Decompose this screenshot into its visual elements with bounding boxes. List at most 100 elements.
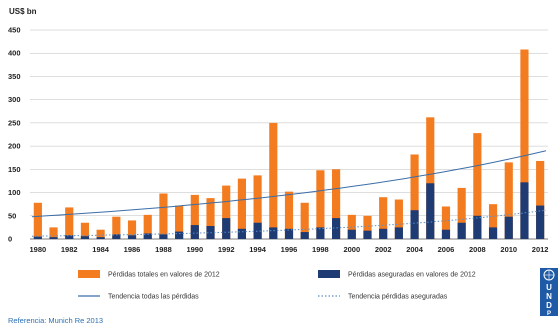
x-tick-label: 2004 [406,245,424,254]
bar-insured-loss [347,229,356,239]
bar-total-loss [536,160,545,239]
bar-total-loss [159,193,168,239]
y-tick-label: 0 [8,235,12,244]
bar-insured-loss [33,236,42,239]
bar-total-loss [520,49,529,239]
x-tick-label: 1994 [249,245,267,254]
bar-total-loss [284,191,294,239]
bar-insured-loss [80,236,90,239]
bar-insured-loss [379,228,388,239]
bar-total-loss [441,206,451,239]
bar-insured-loss [143,233,152,239]
x-tick-label: 1988 [155,245,172,254]
bar-insured-loss [457,222,466,239]
x-tick-label: 1990 [186,245,203,254]
bar-insured-loss [520,182,529,239]
legend-label: Tendencia pérdidas aseguradas [348,294,448,301]
bar-total-loss [112,216,121,239]
bar-insured-loss [316,227,325,239]
bar-insured-loss [49,237,58,239]
bar-insured-loss [112,234,121,239]
trend-line-total [31,150,547,218]
bar-insured-loss [175,231,184,239]
bar-total-loss [49,227,58,239]
bar-total-loss [269,122,278,239]
bar-insured-loss [237,228,246,239]
bar-total-loss [175,205,184,239]
undp-logo: U N D P [540,268,558,317]
x-tick-label: 1996 [281,245,298,254]
x-tick-label: 2008 [469,245,486,254]
bar-total-loss [65,207,74,239]
x-tick-label: 1982 [61,245,78,254]
bar-total-loss [33,202,42,239]
x-tick-label: 2010 [500,245,517,254]
bar-total-loss [80,222,90,239]
bar-insured-loss [65,235,74,239]
svg-text:N: N [546,292,552,301]
bar-insured-loss [253,222,262,239]
bar-total-loss [127,220,137,239]
y-tick-label: 100 [8,188,21,197]
bar-insured-loss [504,216,513,239]
legend-label: Pérdidas aseguradas en valores de 2012 [348,272,476,279]
y-tick-label: 400 [8,49,21,58]
legend-swatch [78,270,100,278]
bar-insured-loss [284,228,294,239]
bar-insured-loss [222,218,231,239]
bar-total-loss [488,204,498,239]
bar-insured-loss [300,232,309,239]
bar-total-loss [379,197,388,239]
svg-text:P: P [547,311,551,317]
bar-insured-loss [536,205,545,239]
bar-insured-loss [269,227,278,239]
bar-insured-loss [363,230,372,239]
bar-insured-loss [394,227,403,239]
y-tick-label: 50 [8,211,16,220]
svg-text:D: D [546,301,552,310]
bar-total-loss [316,170,325,239]
bar-total-loss [504,162,513,239]
x-tick-label: 1984 [92,245,110,254]
bar-total-loss [253,175,262,239]
bar-insured-loss [441,229,451,239]
bar-insured-loss [127,235,137,239]
y-tick-label: 300 [8,95,21,104]
y-tick-label: 450 [8,26,21,35]
bar-total-loss [222,185,231,239]
bar-insured-loss [473,215,482,239]
x-tick-label: 2002 [375,245,392,254]
x-tick-label: 2000 [343,245,360,254]
x-tick-label: 2006 [438,245,455,254]
svg-text:U: U [546,283,552,292]
bar-total-loss [457,187,466,239]
x-tick-label: 1998 [312,245,329,254]
legend-label: Tendencia todas las pérdidas [108,294,199,301]
bar-insured-loss [426,183,435,239]
bar-insured-loss [332,218,341,239]
bar-total-loss [143,214,152,239]
bar-total-loss [473,133,482,239]
y-axis-label: US$ bn [9,7,37,16]
reference-note: Referencia: Munich Re 2013 [8,316,104,325]
y-tick-label: 250 [8,118,21,127]
legend-swatch [318,270,340,278]
bar-insured-loss [96,237,105,239]
bar-total-loss [96,229,105,239]
bar-total-loss [410,154,419,239]
bar-total-loss [206,198,215,239]
bar-total-loss [332,169,341,239]
bar-total-loss [237,178,246,239]
bar-total-loss [394,199,403,239]
y-tick-label: 200 [8,142,21,151]
x-tick-label: 1980 [30,245,47,254]
y-tick-label: 350 [8,72,21,81]
bar-total-loss [190,194,199,239]
bar-insured-loss [488,227,498,239]
bar-total-loss [363,215,372,239]
bar-insured-loss [190,225,199,239]
bar-total-loss [426,117,435,239]
x-tick-label: 2012 [532,245,549,254]
bar-insured-loss [410,210,419,239]
